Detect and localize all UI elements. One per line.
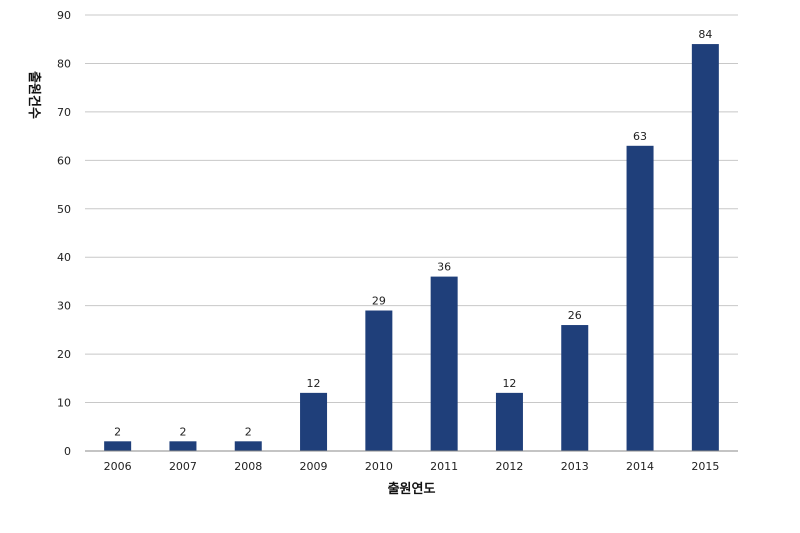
bar-2011 (430, 276, 458, 451)
data-label-2013: 26 (568, 309, 582, 322)
x-tick-label-2006: 2006 (104, 460, 132, 473)
y-tick-label: 50 (57, 203, 71, 216)
bar-2009 (300, 392, 328, 451)
data-label-2014: 63 (633, 130, 647, 143)
x-tick-label-2013: 2013 (561, 460, 589, 473)
y-tick-label: 0 (64, 445, 71, 458)
x-tick-label-2009: 2009 (300, 460, 328, 473)
bar-2008 (234, 441, 262, 451)
x-tick-label-2008: 2008 (234, 460, 262, 473)
bar-2012 (495, 392, 523, 451)
data-label-2010: 29 (372, 295, 386, 308)
x-tick-label-2012: 2012 (495, 460, 523, 473)
data-label-2006: 2 (114, 425, 121, 438)
data-label-2008: 2 (245, 425, 252, 438)
gridlines (85, 14, 738, 404)
x-axis-title: 출원연도 (388, 481, 436, 497)
y-tick-label: 30 (57, 300, 71, 313)
y-tick-label: 20 (57, 348, 71, 361)
x-tick-label-2014: 2014 (626, 460, 654, 473)
bar-2006 (104, 441, 132, 451)
x-tick-label-2011: 2011 (430, 460, 458, 473)
data-label-2015: 84 (698, 28, 712, 41)
data-label-2012: 12 (502, 377, 516, 390)
y-axis-ticks: 0 10 20 30 40 50 60 70 80 90 (57, 9, 71, 458)
y-tick-label: 70 (57, 106, 71, 119)
data-label-2011: 36 (437, 261, 451, 274)
data-label-2009: 12 (307, 377, 321, 390)
data-label-2007: 2 (179, 425, 186, 438)
bar-2014 (626, 145, 654, 452)
bars (104, 44, 719, 452)
y-tick-label: 10 (57, 397, 71, 410)
x-tick-label-2010: 2010 (365, 460, 393, 473)
x-tick-label-2007: 2007 (169, 460, 197, 473)
bar-2013 (561, 325, 589, 451)
y-tick-label: 90 (57, 9, 71, 22)
y-axis-title: 출원건수 (26, 71, 42, 119)
data-labels: 2 2 2 12 29 36 12 26 63 84 (114, 28, 712, 438)
y-tick-label: 60 (57, 154, 71, 167)
bar-2015 (691, 44, 719, 452)
x-axis-ticks: 2006 2007 2008 2009 2010 2011 2012 2013 2014 2015 (104, 460, 720, 473)
bar-2007 (169, 441, 197, 451)
bar-2010 (365, 310, 393, 451)
y-tick-label: 80 (57, 57, 71, 70)
y-tick-label: 40 (57, 251, 71, 264)
x-tick-label-2015: 2015 (691, 460, 719, 473)
